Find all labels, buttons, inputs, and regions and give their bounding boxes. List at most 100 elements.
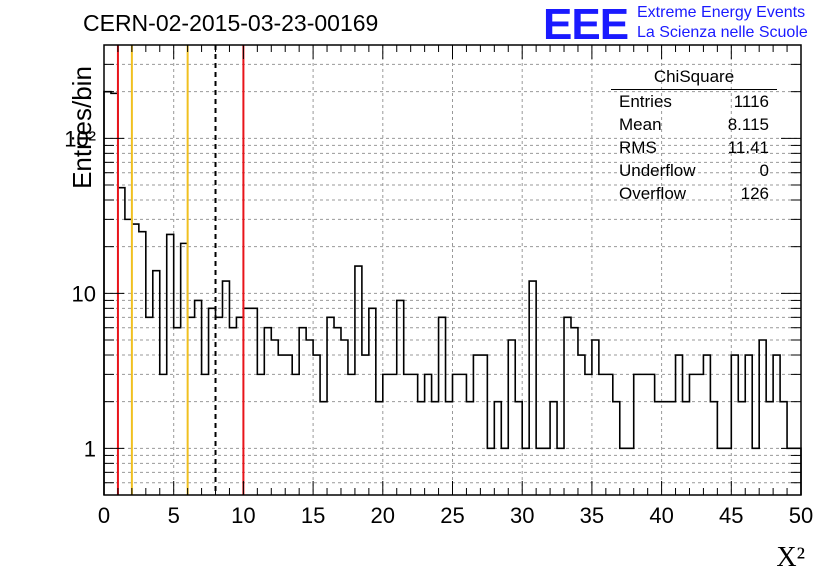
histogram-bin xyxy=(292,374,299,495)
x-tick-label: 35 xyxy=(580,503,604,528)
stats-label: Underflow xyxy=(619,161,696,180)
histogram-bin xyxy=(160,374,167,495)
histogram-bin xyxy=(453,374,460,495)
stats-box: ChiSquare Entries 1116 Mean 8.115 RMS 11.41… xyxy=(611,65,777,205)
threshold-lines xyxy=(116,45,245,495)
x-tick-label: 10 xyxy=(231,503,255,528)
y-tick-label: 10 xyxy=(72,281,96,306)
histogram-bin xyxy=(216,317,223,495)
histogram-bin xyxy=(362,355,369,495)
histogram-bin xyxy=(508,340,515,495)
stats-label: RMS xyxy=(619,138,657,157)
histogram-bin xyxy=(334,328,341,495)
x-tick-label: 30 xyxy=(510,503,534,528)
logo-line-1: Extreme Energy Events xyxy=(637,4,806,21)
histogram-bin xyxy=(195,300,202,495)
histogram-bin xyxy=(236,317,243,495)
histogram-bin xyxy=(473,355,480,495)
histogram-bin xyxy=(634,374,641,495)
logo-line-2: La Scienza nelle Scuole xyxy=(637,24,808,41)
stats-label: Mean xyxy=(619,115,662,134)
histogram-bin xyxy=(257,374,264,495)
histogram-bin xyxy=(306,340,313,495)
y-tick-label: 1 xyxy=(84,436,96,461)
histogram-bin xyxy=(264,328,271,495)
y-axis-label: Entries/bin xyxy=(66,66,97,189)
histogram-bin xyxy=(153,271,160,495)
stats-row: Underflow 0 xyxy=(611,159,777,182)
histogram-bin xyxy=(439,317,446,495)
histogram-bin xyxy=(285,355,292,495)
stats-value: 1116 xyxy=(733,92,769,111)
histogram-bin xyxy=(174,328,181,495)
histogram-bin xyxy=(703,355,710,495)
histogram-outline xyxy=(103,90,802,495)
axis-ticks xyxy=(103,45,802,495)
histogram-bin xyxy=(731,355,738,495)
stats-value: 0 xyxy=(759,161,769,180)
histogram-bin xyxy=(599,374,606,495)
histogram-bin xyxy=(606,374,613,495)
histogram-bin xyxy=(348,374,355,495)
histogram-bin xyxy=(390,374,397,495)
x-tick-label: 40 xyxy=(649,503,673,528)
x-axis-label: X² xyxy=(776,542,805,572)
histogram-bin xyxy=(404,374,411,495)
histogram-bin xyxy=(278,355,285,495)
x-tick-label: 15 xyxy=(301,503,325,528)
histogram-bin xyxy=(411,374,418,495)
stats-value: 126 xyxy=(740,184,769,203)
x-tick-label: 50 xyxy=(789,503,813,528)
stats-row: RMS 11.41 xyxy=(611,136,777,159)
histogram-bin xyxy=(188,317,195,495)
histogram-bin xyxy=(383,374,390,495)
histogram-bin xyxy=(181,243,188,495)
x-tick-label: 45 xyxy=(719,503,743,528)
stats-value: 8.115 xyxy=(727,115,769,134)
histogram-bin xyxy=(564,317,571,495)
histogram-bin xyxy=(480,355,487,495)
histogram-bin xyxy=(592,340,599,495)
stats-row: Entries 1116 xyxy=(611,90,777,113)
x-tick-label: 20 xyxy=(371,503,395,528)
histogram-bin xyxy=(202,374,209,495)
histogram-bin xyxy=(571,328,578,495)
histogram-bin xyxy=(759,340,766,495)
histogram-bin xyxy=(271,340,278,495)
histogram-bin xyxy=(578,355,585,495)
x-tick-labels: 0 5 10 15 20 25 30 35 40 45 50 xyxy=(98,503,813,528)
histogram-bin xyxy=(118,188,125,495)
histogram-bin xyxy=(146,317,153,495)
y-tick-label: 10² xyxy=(64,126,96,151)
histogram-bin xyxy=(689,374,696,495)
eee-logo: EEE xyxy=(543,0,629,49)
histogram-bin xyxy=(425,374,432,495)
histogram-bin xyxy=(641,374,648,495)
histogram-bin xyxy=(299,328,306,495)
x-tick-label: 5 xyxy=(168,503,180,528)
stats-row: Overflow 126 xyxy=(611,182,777,205)
histogram-bin xyxy=(125,219,132,495)
histogram-bars xyxy=(103,90,802,495)
histogram-bin xyxy=(132,224,139,495)
histogram-bin xyxy=(773,355,780,495)
histogram-bin xyxy=(585,374,592,495)
stats-label: Overflow xyxy=(619,184,687,203)
histogram-bin xyxy=(648,374,655,495)
x-tick-label: 25 xyxy=(440,503,464,528)
histogram-bin xyxy=(696,374,703,495)
x-tick-label: 0 xyxy=(98,503,110,528)
histogram-bin xyxy=(313,355,320,495)
y-tick-labels: 1 10 10² xyxy=(64,126,96,461)
stats-value: 11.41 xyxy=(727,138,769,157)
stats-label: Entries xyxy=(619,92,672,111)
histogram-bin xyxy=(327,317,334,495)
histogram-bin xyxy=(745,355,752,495)
stats-title: ChiSquare xyxy=(611,65,777,90)
chart-title: CERN-02-2015-03-23-00169 xyxy=(83,10,379,36)
histogram-bin xyxy=(397,300,404,495)
histogram-bin xyxy=(341,340,348,495)
histogram-bin xyxy=(676,355,683,495)
histogram-bin xyxy=(229,328,236,495)
